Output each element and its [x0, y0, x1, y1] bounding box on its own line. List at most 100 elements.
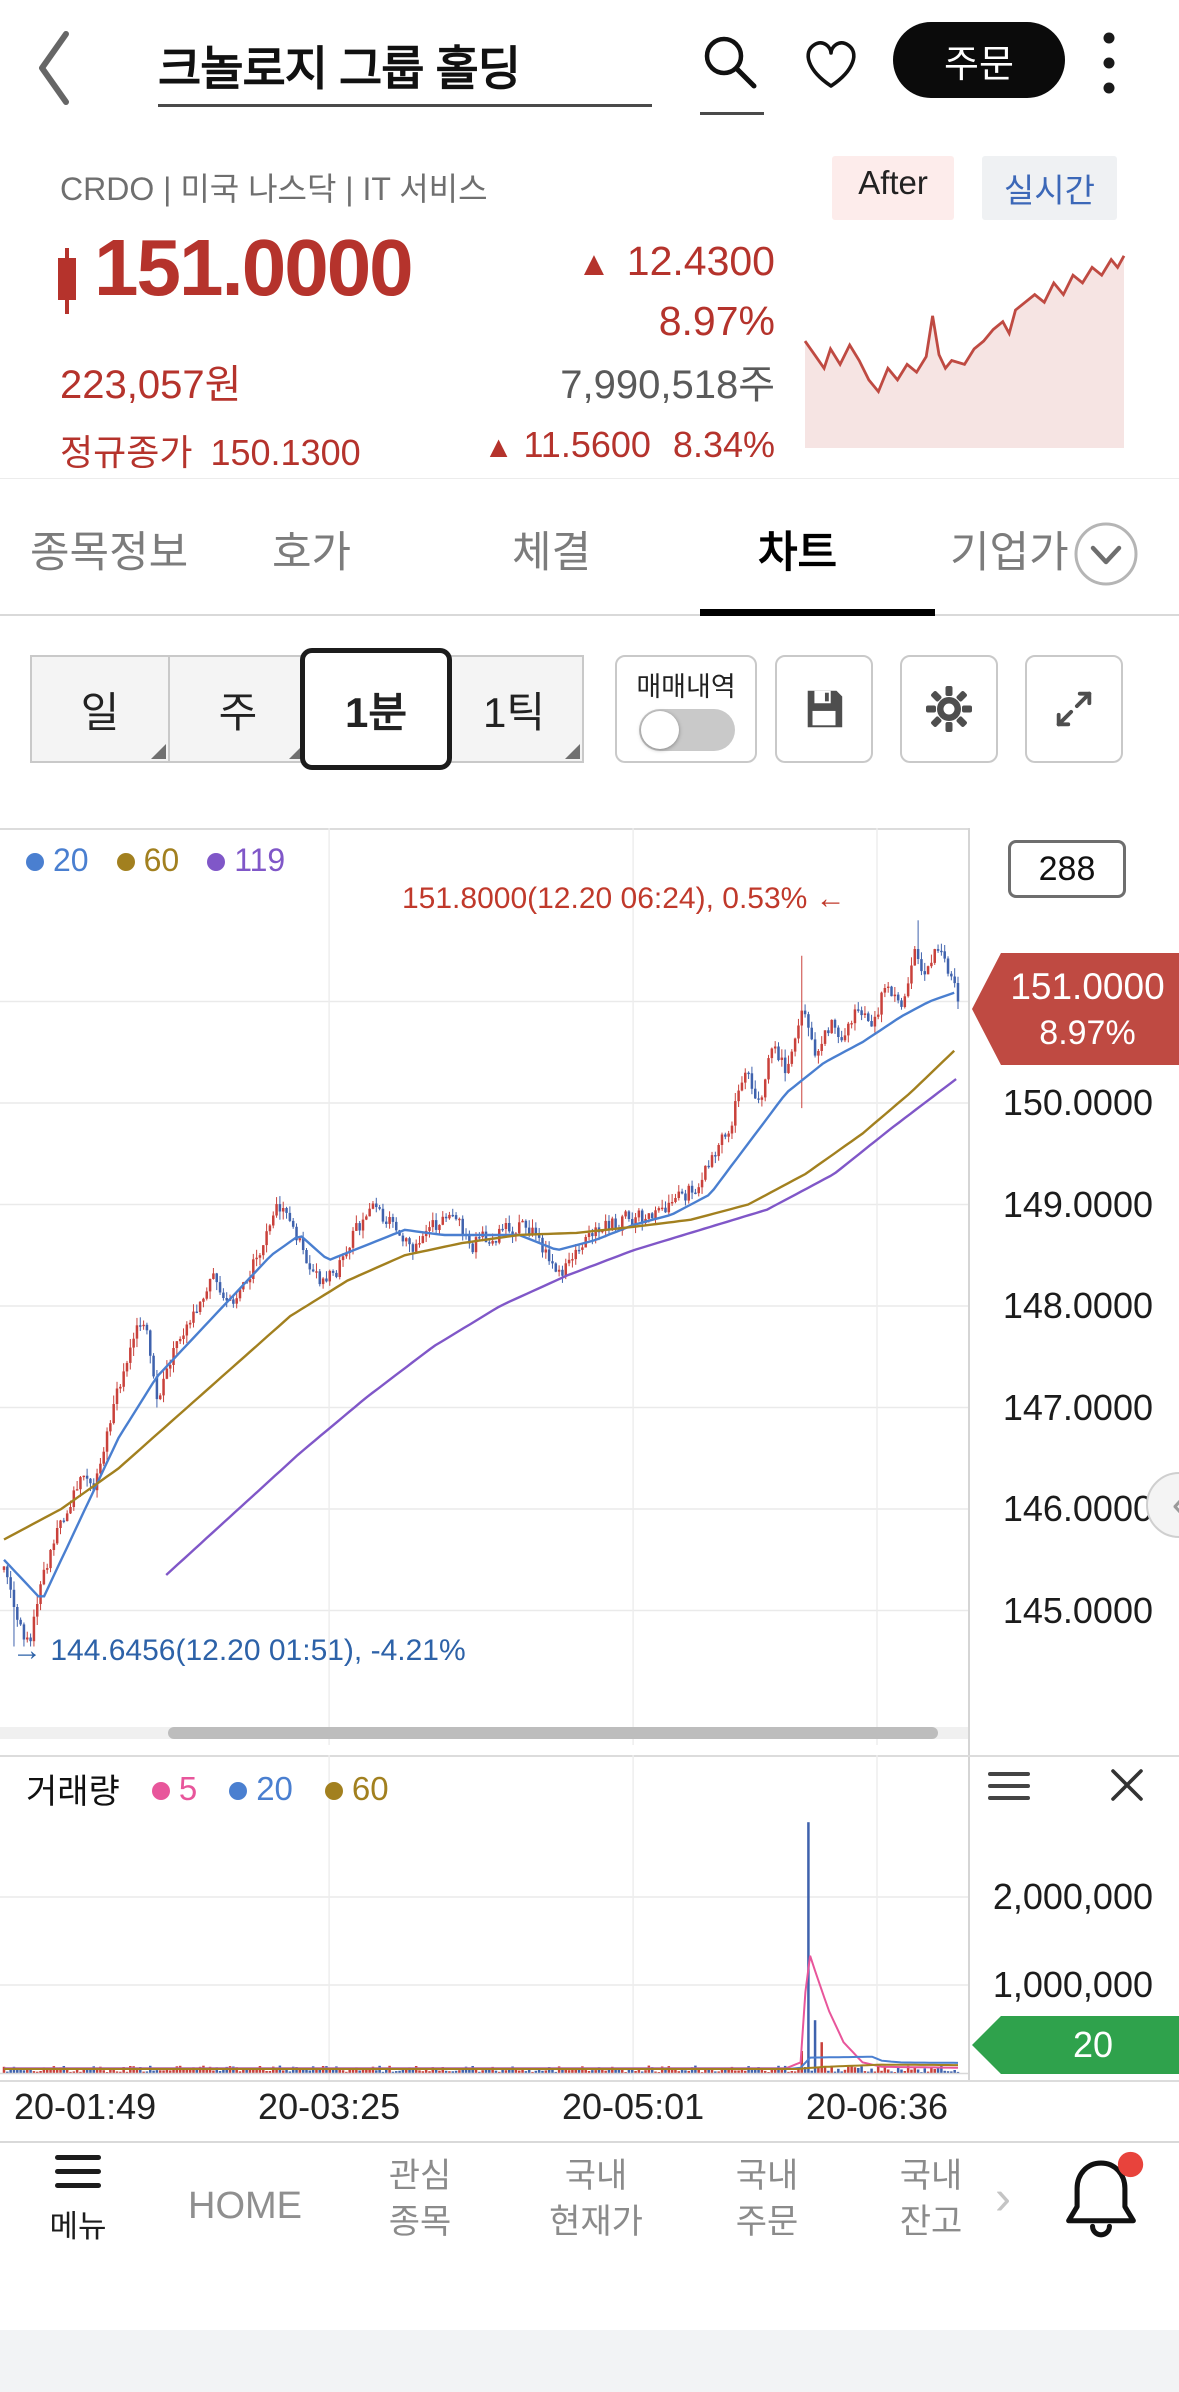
- search-underline: [700, 112, 764, 115]
- price-axis-label: 150.0000: [1002, 1082, 1153, 1123]
- nav-label: 종목: [388, 2203, 452, 2241]
- bottom-nav: 메뉴 HOME 관심 종목 국내 현재가 국내 주문 국내 잔고 ›: [0, 2143, 1179, 2308]
- more-menu-button[interactable]: [1098, 30, 1120, 96]
- tab-bar: 종목정보 호가 체결 차트 기업가: [0, 492, 1179, 616]
- save-icon: [807, 690, 843, 728]
- nav-label: 국내: [564, 2157, 628, 2195]
- candle-count-box: 288: [1008, 840, 1126, 898]
- trade-history-control: 매매내역: [615, 655, 757, 763]
- close-icon: [1111, 1769, 1143, 1801]
- volume-axis-label: 2,000,000: [992, 1876, 1153, 1917]
- price-axis-label: 146.0000: [1002, 1488, 1153, 1529]
- volume-legend: 거래량 5 20 60: [26, 1764, 389, 1813]
- system-nav-area: [0, 2330, 1179, 2392]
- gear-icon: [926, 686, 972, 732]
- volume-chart[interactable]: [0, 1755, 968, 2080]
- tab-expand-button[interactable]: [1072, 520, 1140, 588]
- divider: [0, 478, 1179, 479]
- after-hours-badge: After: [832, 156, 954, 220]
- time-axis-label: 20-03:25: [258, 2086, 401, 2127]
- back-button[interactable]: [26, 20, 86, 116]
- notifications-button[interactable]: [1056, 2149, 1146, 2241]
- volume-top-border: [0, 1755, 1179, 1757]
- kebab-menu-icon: [1103, 32, 1115, 94]
- time-axis-label: 20-06:36: [805, 2086, 949, 2127]
- chart-scrollbar-thumb[interactable]: [168, 1727, 938, 1739]
- price-change: ▲ 12.4300: [577, 238, 775, 284]
- legend-item-60: 60: [116, 842, 179, 879]
- session-low-annotation: → 144.6456(12.20 01:51), -4.21%: [12, 1634, 466, 1667]
- chart-settings-button[interactable]: [900, 655, 998, 763]
- krw-price: 223,057원: [60, 363, 242, 407]
- expand-icon: [1056, 691, 1092, 727]
- nav-item-domestic-balance[interactable]: 국내 잔고: [861, 2153, 1001, 2245]
- current-price: 151.0000: [94, 223, 414, 312]
- heart-icon: [806, 41, 856, 88]
- fullscreen-chart-button[interactable]: [1025, 655, 1123, 763]
- period-week-button[interactable]: 주: [168, 655, 308, 763]
- volume-panel-close-button[interactable]: [1106, 1764, 1148, 1806]
- price-axis-label: 145.0000: [1002, 1589, 1153, 1631]
- price-change-pct: 8.97%: [658, 298, 775, 344]
- legend-item-119: 119: [207, 842, 285, 879]
- active-tab-underline: [700, 609, 935, 616]
- price-axis: 288 151.0000 8.97% 20 150.0000 149.0000 14…: [970, 828, 1179, 2080]
- nav-label: 현재가: [549, 2203, 643, 2241]
- legend-item-20: 20: [26, 842, 89, 879]
- nav-label: 국내: [735, 2157, 799, 2195]
- favorite-button[interactable]: [798, 32, 864, 92]
- order-button[interactable]: 주문: [893, 22, 1065, 98]
- nav-item-domestic-price[interactable]: 국내 현재가: [513, 2153, 679, 2245]
- chevron-down-circle-icon: [1074, 522, 1138, 586]
- nav-item-home[interactable]: HOME: [188, 2185, 302, 2227]
- search-button[interactable]: [698, 30, 762, 94]
- tab-chart[interactable]: 차트: [758, 529, 838, 577]
- period-1tick-button[interactable]: 1틱: [444, 655, 584, 763]
- nav-label: 국내: [899, 2157, 963, 2195]
- save-chart-button[interactable]: [775, 655, 873, 763]
- current-price-badge: 151.0000 8.97%: [972, 953, 1179, 1065]
- trade-history-toggle[interactable]: [639, 709, 735, 751]
- volume-bottom-border: [0, 2080, 1179, 2082]
- period-day-button[interactable]: 일: [30, 655, 170, 763]
- chevron-left-icon: [39, 31, 69, 105]
- legend-item-60: 60: [324, 1770, 389, 1808]
- stock-meta: CRDO | 미국 나스닥 | IT 서비스: [60, 171, 488, 207]
- nav-label: 주문: [735, 2203, 799, 2241]
- stock-title: 크놀로지 그룹 홀딩: [158, 42, 521, 95]
- legend-item-5: 5: [151, 1770, 197, 1808]
- volume-axis-label: 1,000,000: [992, 1964, 1153, 2005]
- nav-more-chevron[interactable]: ›: [995, 2172, 1011, 2225]
- price-chart[interactable]: [0, 828, 968, 1745]
- price-axis-label: 149.0000: [1002, 1183, 1153, 1225]
- header-sparkline: [803, 255, 1126, 448]
- price-axis-label: 148.0000: [1002, 1285, 1153, 1326]
- realtime-badge[interactable]: 실시간: [981, 156, 1117, 220]
- tab-company[interactable]: 기업가: [950, 529, 1069, 577]
- period-1min-button[interactable]: 1분: [300, 648, 452, 770]
- regular-close-change: ▲ 11.5600 8.34%: [483, 424, 775, 465]
- regular-close: 정규종가 150.1300: [60, 432, 361, 473]
- up-arrow-icon: ▲: [483, 431, 514, 464]
- hamburger-icon: [988, 1772, 1030, 1800]
- nav-item-domestic-order[interactable]: 국내 주문: [697, 2153, 837, 2245]
- nav-label: 관심: [388, 2157, 452, 2195]
- ma-legend: 20 60 119: [26, 842, 285, 879]
- nav-item-menu[interactable]: 메뉴: [28, 2155, 128, 2246]
- tab-executions[interactable]: 체결: [512, 529, 592, 577]
- volume-panel-menu-button[interactable]: [986, 1766, 1032, 1806]
- trade-history-label: 매매내역: [636, 672, 736, 702]
- tab-quotes[interactable]: 호가: [272, 529, 352, 577]
- bell-icon: [1066, 2151, 1144, 2238]
- nav-item-watchlist[interactable]: 관심 종목: [350, 2153, 490, 2245]
- toggle-knob: [641, 711, 679, 749]
- search-icon: [704, 36, 757, 89]
- menu-icon: [55, 2155, 101, 2188]
- session-high-annotation: 151.8000(12.20 06:24), 0.53% ←: [402, 882, 846, 915]
- tab-stock-info[interactable]: 종목정보: [30, 529, 189, 577]
- chart-top-border: [0, 828, 1179, 830]
- time-axis-label: 20-01:49: [14, 2086, 157, 2127]
- volume-label: 거래량: [26, 1773, 120, 1811]
- axis-separator: [968, 828, 970, 2080]
